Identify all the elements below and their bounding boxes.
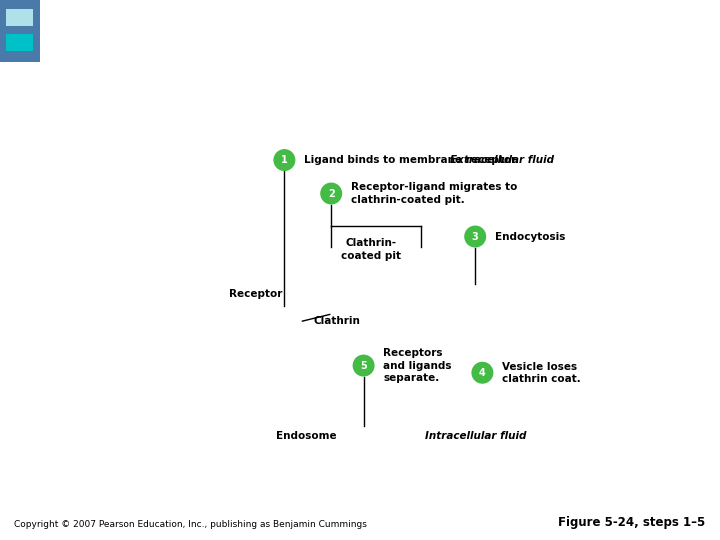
Text: 3: 3 xyxy=(472,232,479,241)
Ellipse shape xyxy=(464,226,486,247)
Bar xyxy=(6,9,33,26)
Text: Receptors
and ligands
separate.: Receptors and ligands separate. xyxy=(383,348,451,383)
Ellipse shape xyxy=(472,362,493,384)
Ellipse shape xyxy=(320,183,342,205)
Ellipse shape xyxy=(353,355,374,376)
Text: Extracellular fluid: Extracellular fluid xyxy=(450,155,554,165)
Text: Clathrin: Clathrin xyxy=(313,316,360,326)
Text: Endosome: Endosome xyxy=(276,431,336,441)
Text: Copyright © 2007 Pearson Education, Inc., publishing as Benjamin Cummings: Copyright © 2007 Pearson Education, Inc.… xyxy=(14,521,367,530)
Text: 2: 2 xyxy=(328,188,335,199)
Text: Receptor-Mediated Endocytosis and Exocytosis: Receptor-Mediated Endocytosis and Exocyt… xyxy=(49,21,720,47)
Text: Vesicle loses
clathrin coat.: Vesicle loses clathrin coat. xyxy=(502,362,581,384)
Bar xyxy=(0,0,40,62)
Text: 5: 5 xyxy=(360,361,367,370)
Bar xyxy=(6,33,33,51)
Text: Receptor: Receptor xyxy=(229,289,282,299)
Text: Endocytosis: Endocytosis xyxy=(495,232,565,241)
Text: 4: 4 xyxy=(479,368,486,378)
Text: Receptor-ligand migrates to
clathrin-coated pit.: Receptor-ligand migrates to clathrin-coa… xyxy=(351,183,517,205)
Text: Ligand binds to membrane receptor.: Ligand binds to membrane receptor. xyxy=(304,155,519,165)
Text: Figure 5-24, steps 1–5: Figure 5-24, steps 1–5 xyxy=(558,516,706,530)
Text: 1: 1 xyxy=(281,155,288,165)
Ellipse shape xyxy=(274,149,295,171)
Text: Intracellular fluid: Intracellular fluid xyxy=(425,431,526,441)
Text: Clathrin-
coated pit: Clathrin- coated pit xyxy=(341,238,401,261)
